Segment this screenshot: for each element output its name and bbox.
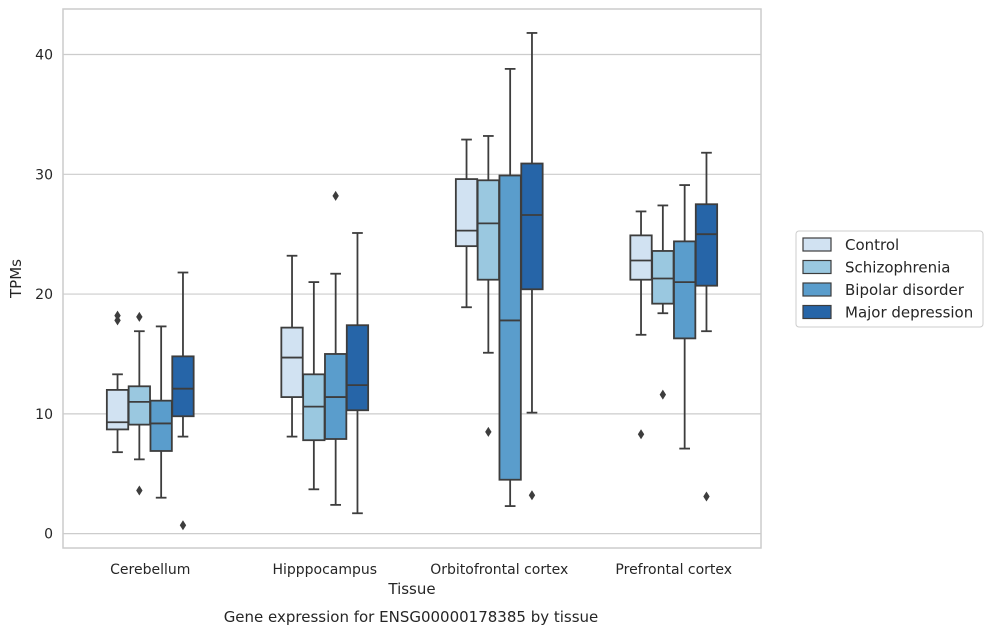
box-body bbox=[476, 179, 500, 281]
x-tick-label: Hipppocampus bbox=[272, 562, 377, 578]
legend-swatch bbox=[802, 304, 832, 320]
box-body bbox=[171, 355, 195, 418]
box-body bbox=[345, 324, 370, 412]
box-schizophrenia bbox=[127, 311, 151, 496]
box-control bbox=[280, 254, 304, 438]
box-major-depression bbox=[345, 232, 370, 515]
outlier-point bbox=[332, 190, 339, 201]
y-tick-label: 10 bbox=[35, 407, 53, 423]
legend-swatch bbox=[802, 259, 832, 275]
legend-swatch bbox=[802, 237, 832, 252]
outlier-point bbox=[179, 520, 187, 531]
y-tick-labels: 0 10 20 30 40 bbox=[35, 48, 53, 543]
x-tick-label: Orbitofrontal cortex bbox=[430, 562, 568, 578]
box-control bbox=[629, 210, 653, 440]
box-body bbox=[280, 326, 304, 398]
legend-label: Schizophrenia bbox=[845, 259, 950, 277]
box-schizophrenia bbox=[651, 204, 675, 400]
y-tick-label: 40 bbox=[35, 48, 53, 64]
box-control bbox=[105, 310, 130, 454]
y-axis-title: TPMs bbox=[7, 259, 25, 299]
boxes bbox=[105, 32, 719, 531]
box-schizophrenia bbox=[302, 281, 326, 491]
box-body bbox=[694, 203, 719, 287]
legend-swatch bbox=[802, 282, 832, 297]
box-body bbox=[454, 178, 479, 248]
box-bipolar-disorder bbox=[324, 190, 348, 506]
x-tick-label: Prefrontal cortex bbox=[615, 562, 732, 578]
y-tick-label: 0 bbox=[44, 527, 53, 543]
box-body bbox=[149, 399, 173, 452]
outlier-point bbox=[136, 311, 143, 322]
box-schizophrenia bbox=[476, 135, 500, 437]
box-body bbox=[498, 174, 522, 481]
box-body bbox=[127, 385, 151, 426]
legend-label: Control bbox=[845, 236, 899, 254]
box-body bbox=[673, 240, 697, 340]
outlier-point bbox=[703, 491, 710, 502]
box-body bbox=[105, 388, 130, 431]
outlier-point bbox=[114, 310, 121, 321]
legend: Control Schizophrenia Bipolar disorder Majo… bbox=[795, 230, 984, 328]
plot-area-frame bbox=[62, 8, 762, 549]
figure-caption: Gene expression for ENSG00000178385 by t… bbox=[224, 608, 599, 626]
outlier-point bbox=[485, 426, 492, 437]
y-tick-label: 30 bbox=[35, 167, 53, 183]
box-body bbox=[520, 162, 544, 291]
outlier-point bbox=[637, 429, 645, 440]
box-body bbox=[651, 250, 675, 305]
box-bipolar-disorder bbox=[673, 184, 697, 450]
y-tick-label: 20 bbox=[35, 287, 53, 303]
box-major-depression bbox=[171, 271, 195, 531]
legend-label: Bipolar disorder bbox=[845, 281, 965, 299]
box-body bbox=[629, 234, 653, 281]
outlier-point bbox=[136, 485, 143, 496]
legend-label: Major depression bbox=[845, 304, 973, 322]
box-control bbox=[454, 138, 479, 309]
outlier-point bbox=[528, 490, 536, 501]
x-tick-labels: Cerebellum Hipppocampus Orbitofrontal cort… bbox=[110, 562, 732, 578]
outlier-point bbox=[659, 389, 667, 400]
box-bipolar-disorder bbox=[149, 325, 173, 499]
x-tick-label: Cerebellum bbox=[110, 562, 190, 578]
box-bipolar-disorder bbox=[498, 67, 522, 507]
box-major-depression bbox=[520, 32, 544, 501]
box-major-depression bbox=[694, 151, 719, 502]
x-axis-title: Tissue bbox=[387, 580, 435, 598]
legend-frame bbox=[795, 230, 984, 328]
